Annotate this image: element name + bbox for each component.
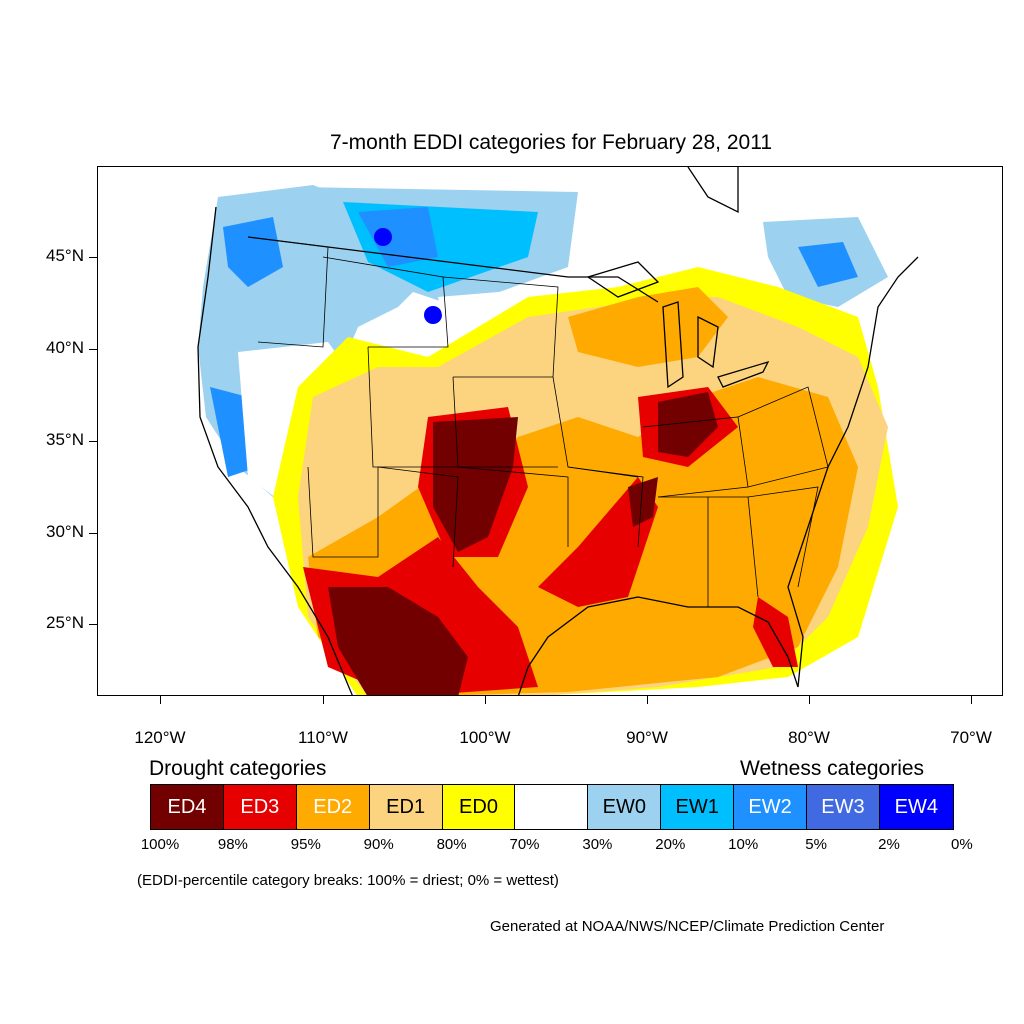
- conus-drought-map: [197, 167, 919, 695]
- x-tick: [647, 696, 648, 704]
- percentile-break-label: 100%: [140, 836, 180, 853]
- ed4-kansas-oklahoma: [433, 417, 518, 552]
- percentile-break-label: 80%: [436, 836, 467, 853]
- percentile-break-label: 2%: [878, 836, 900, 853]
- x-axis-label: 100°W: [459, 728, 511, 747]
- percentile-break-label: 70%: [509, 836, 540, 853]
- percentile-break-label: 95%: [290, 836, 321, 853]
- state-boundaries: [247, 236, 829, 607]
- ed3-florida: [753, 597, 798, 667]
- wetness-legend-heading: Wetness categories: [740, 757, 925, 780]
- gulf-coastline: [517, 596, 799, 695]
- x-tick: [160, 696, 161, 704]
- hudson-bay-shore: [687, 167, 739, 214]
- legend-swatch-ew2: EW2: [734, 785, 808, 829]
- percentile-break-label: 30%: [582, 836, 613, 853]
- montana-ew3: [424, 306, 442, 324]
- category-legend-bar: ED4 ED3 ED2 ED1 ED0 EW0 EW1 EW2 EW3 EW4: [150, 784, 954, 830]
- montana-ew4: [374, 228, 392, 246]
- x-tick: [809, 696, 810, 704]
- percentile-break-label: 0%: [951, 836, 973, 853]
- y-axis-label: 35°N: [46, 430, 84, 449]
- percentile-break-label: 10%: [728, 836, 759, 853]
- x-tick: [485, 696, 486, 704]
- y-axis-label: 45°N: [46, 246, 84, 265]
- x-tick: [323, 696, 324, 704]
- y-tick: [89, 533, 97, 534]
- legend-swatch-ew4: EW4: [879, 785, 953, 829]
- percentile-break-label: 20%: [655, 836, 686, 853]
- credit-line: Generated at NOAA/NWS/NCEP/Climate Predi…: [490, 918, 885, 935]
- percentile-break-label: 90%: [363, 836, 394, 853]
- x-tick: [971, 696, 972, 704]
- y-axis-label: 40°N: [46, 338, 84, 357]
- legend-swatch-ed1: ED1: [369, 785, 443, 829]
- y-axis-label: 30°N: [46, 522, 84, 541]
- legend-swatch-ew3: EW3: [807, 785, 880, 829]
- lake-erie: [717, 360, 770, 388]
- x-axis-label: 90°W: [626, 728, 668, 747]
- y-tick: [89, 441, 97, 442]
- washington-ew2: [223, 217, 283, 287]
- legend-swatch-ed4: ED4: [151, 785, 224, 829]
- pacific-coastline: [197, 206, 353, 695]
- geographic-outlines: [197, 167, 919, 695]
- legend-swatch-ew1: EW1: [661, 785, 735, 829]
- legend-swatch-normal: [515, 785, 589, 829]
- x-axis-label: 110°W: [298, 728, 348, 747]
- y-tick: [89, 257, 97, 258]
- lake-huron: [697, 315, 719, 369]
- percentile-break-label: 5%: [805, 836, 827, 853]
- legend-swatch-ed0: ED0: [442, 785, 516, 829]
- y-axis-label: 25°N: [46, 613, 84, 632]
- lake-superior: [586, 261, 660, 298]
- new-england-ew2: [798, 242, 858, 287]
- lake-michigan: [662, 301, 684, 389]
- x-axis-label: 80°W: [788, 728, 830, 747]
- y-tick: [89, 349, 97, 350]
- legend-swatch-ed2: ED2: [296, 785, 370, 829]
- percentile-break-label: 98%: [217, 836, 248, 853]
- ed4-arkansas: [628, 477, 658, 527]
- x-axis-label: 70°W: [950, 728, 992, 747]
- category-note: (EDDI-percentile category breaks: 100% =…: [137, 872, 559, 889]
- ed3-miss-valley: [538, 477, 658, 607]
- drought-legend-heading: Drought categories: [149, 757, 327, 780]
- map-panel: [97, 166, 1003, 696]
- atlantic-coastline: [787, 256, 919, 688]
- x-axis-label: 120°W: [134, 728, 186, 747]
- legend-swatch-ew0: EW0: [588, 785, 662, 829]
- montana-ew2: [358, 207, 438, 267]
- ed4-illinois: [658, 392, 718, 457]
- legend-swatch-ed3: ED3: [223, 785, 297, 829]
- ed2-lakes: [568, 287, 728, 367]
- drought-regions: [273, 267, 898, 695]
- y-tick: [89, 624, 97, 625]
- map-title: 7-month EDDI categories for February 28,…: [330, 131, 772, 154]
- ed4-texas-mexico: [328, 587, 468, 695]
